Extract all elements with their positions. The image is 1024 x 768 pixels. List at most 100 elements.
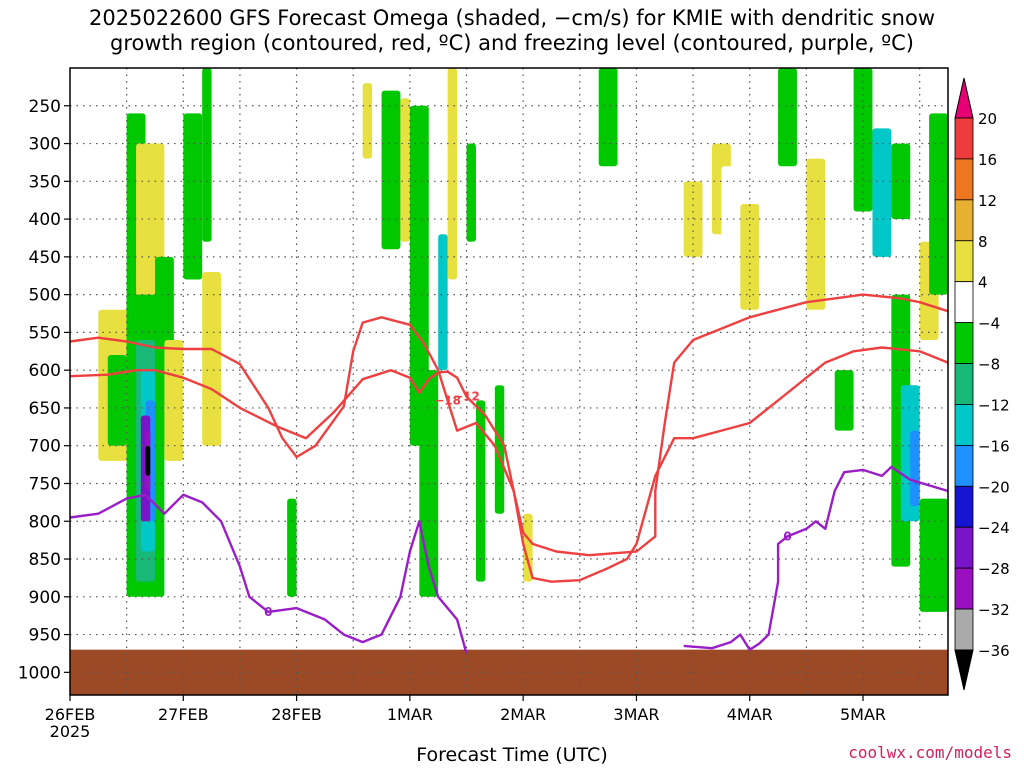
colorbar-swatch bbox=[954, 608, 974, 651]
y-tick-label: 800 bbox=[29, 512, 61, 532]
dgz-contour bbox=[69, 293, 949, 557]
y-tick-label: 650 bbox=[29, 399, 61, 419]
omega-shade-cell bbox=[164, 339, 184, 461]
x-tick-label: 5MAR bbox=[840, 705, 886, 724]
colorbar-swatch bbox=[954, 363, 974, 405]
omega-shade-cell bbox=[466, 143, 476, 242]
y-tick-label: 450 bbox=[29, 248, 61, 268]
x-tick-label: 4MAR bbox=[727, 705, 773, 724]
y-tick-label: 750 bbox=[29, 474, 61, 494]
omega-shade-cell bbox=[834, 370, 854, 431]
omega-shade-cell bbox=[919, 498, 948, 612]
y-axis: 250 300 350 400 450 500 550 600 650 700 750 800 850 9… bbox=[18, 97, 70, 683]
y-tick-label: 1000 bbox=[18, 663, 61, 683]
colorbar-top-arrow bbox=[954, 77, 974, 119]
omega-shade-cell bbox=[910, 430, 920, 507]
colorbar-swatch bbox=[954, 526, 974, 569]
omega-shade-cell bbox=[202, 68, 212, 242]
plot-frame bbox=[69, 67, 949, 696]
omega-shade-cell bbox=[523, 513, 533, 582]
omega-shade-cell bbox=[872, 128, 892, 257]
colorbar-label: −16 bbox=[978, 437, 1010, 455]
colorbar-swatch bbox=[954, 281, 974, 324]
dgz-contour-label: −18 bbox=[434, 393, 461, 407]
colorbar-swatch bbox=[954, 567, 974, 610]
omega-shade-cell bbox=[778, 68, 797, 167]
x-tick-sublabel: 2025 bbox=[50, 722, 91, 741]
y-tick-label: 350 bbox=[29, 172, 61, 192]
omega-shade-cell bbox=[598, 68, 618, 167]
x-tick-label: 2MAR bbox=[500, 705, 546, 724]
x-tick-label: 27FEB bbox=[158, 705, 209, 724]
omega-shade-cell bbox=[438, 234, 448, 371]
colorbar-swatch bbox=[954, 444, 974, 487]
colorbar-label: 4 bbox=[978, 274, 988, 292]
colorbar: 20 16 12 8 4 −4 −8 −12 −16 −20 −24 −28 −32 −36 bbox=[954, 77, 1010, 691]
omega-shade-cell bbox=[145, 445, 151, 476]
omega-shade-cell bbox=[494, 385, 505, 514]
colorbar-label: −24 bbox=[978, 519, 1010, 537]
contour-lines: −18−12 0 0 bbox=[69, 293, 949, 654]
omega-shade-cell bbox=[381, 90, 401, 250]
title-line-1: 2025022600 GFS Forecast Omega (shaded, −… bbox=[88, 6, 936, 30]
y-tick-label: 700 bbox=[29, 437, 61, 457]
omega-shade-cell bbox=[409, 105, 429, 446]
omega-shade-cell bbox=[447, 68, 458, 280]
freezing-contour-label: 0 bbox=[264, 605, 272, 619]
colorbar-label: 12 bbox=[978, 192, 997, 210]
x-tick-label: 1MAR bbox=[387, 705, 433, 724]
ground-layer bbox=[70, 649, 948, 695]
credit-text: coolwx.com/models bbox=[848, 743, 1012, 762]
y-tick-label: 250 bbox=[29, 97, 61, 117]
colorbar-label: −28 bbox=[978, 560, 1010, 578]
colorbar-swatch bbox=[954, 404, 974, 446]
colorbar-swatch bbox=[954, 322, 974, 364]
omega-shade-cell bbox=[721, 166, 741, 265]
y-tick-label: 850 bbox=[29, 550, 61, 570]
colorbar-label: −36 bbox=[978, 642, 1010, 660]
omega-shade-cell bbox=[891, 143, 911, 220]
x-axis: 26FEB 27FEB 28FEB 1MAR 2MAR 3MAR 4MAR 5MAR 2025 bbox=[45, 695, 886, 741]
colorbar-label: 20 bbox=[978, 110, 997, 128]
dgz-contour bbox=[69, 346, 949, 583]
omega-shade-cell bbox=[400, 98, 410, 242]
x-tick-label: 28FEB bbox=[271, 705, 322, 724]
omega-shade-cell bbox=[362, 83, 373, 159]
omega-shade-cell bbox=[806, 158, 826, 310]
y-tick-label: 400 bbox=[29, 210, 61, 230]
omega-shade-cell bbox=[183, 113, 203, 280]
colorbar-swatch bbox=[954, 199, 974, 242]
title-line-2: growth region (contoured, red, ºC) and f… bbox=[110, 31, 914, 55]
y-tick-label: 600 bbox=[29, 361, 61, 381]
colorbar-swatch bbox=[954, 117, 974, 160]
colorbar-swatch bbox=[954, 158, 974, 201]
omega-shade-cell bbox=[287, 498, 297, 597]
x-tick-label: 26FEB bbox=[45, 705, 96, 724]
ground-rect bbox=[70, 649, 948, 695]
x-axis-title: Forecast Time (UTC) bbox=[416, 744, 608, 766]
freezing-contour bbox=[69, 493, 468, 654]
y-tick-label: 300 bbox=[29, 135, 61, 155]
colorbar-swatch bbox=[954, 240, 974, 283]
colorbar-bottom-arrow bbox=[954, 649, 974, 691]
colorbar-label: −20 bbox=[978, 478, 1010, 496]
freezing-contour-label: 0 bbox=[783, 529, 791, 543]
chart-title: 2025022600 GFS Forecast Omega (shaded, −… bbox=[0, 6, 1024, 56]
grid-lines bbox=[70, 68, 948, 695]
colorbar-label: −32 bbox=[978, 601, 1010, 619]
colorbar-label: −4 bbox=[978, 315, 1000, 333]
y-tick-label: 900 bbox=[29, 588, 61, 608]
dgz-contour-label: −12 bbox=[453, 390, 480, 404]
colorbar-swatch bbox=[954, 485, 974, 528]
omega-shade-cell bbox=[475, 400, 486, 582]
colorbar-label: −12 bbox=[978, 396, 1010, 414]
omega-shade-cell bbox=[683, 181, 703, 257]
freezing-contour bbox=[683, 465, 949, 651]
colorbar-label: −8 bbox=[978, 356, 1000, 374]
y-tick-label: 950 bbox=[29, 626, 61, 646]
omega-shade-cell bbox=[107, 355, 127, 446]
omega-shade-cell bbox=[929, 113, 948, 295]
x-tick-label: 3MAR bbox=[613, 705, 659, 724]
y-tick-label: 550 bbox=[29, 323, 61, 343]
